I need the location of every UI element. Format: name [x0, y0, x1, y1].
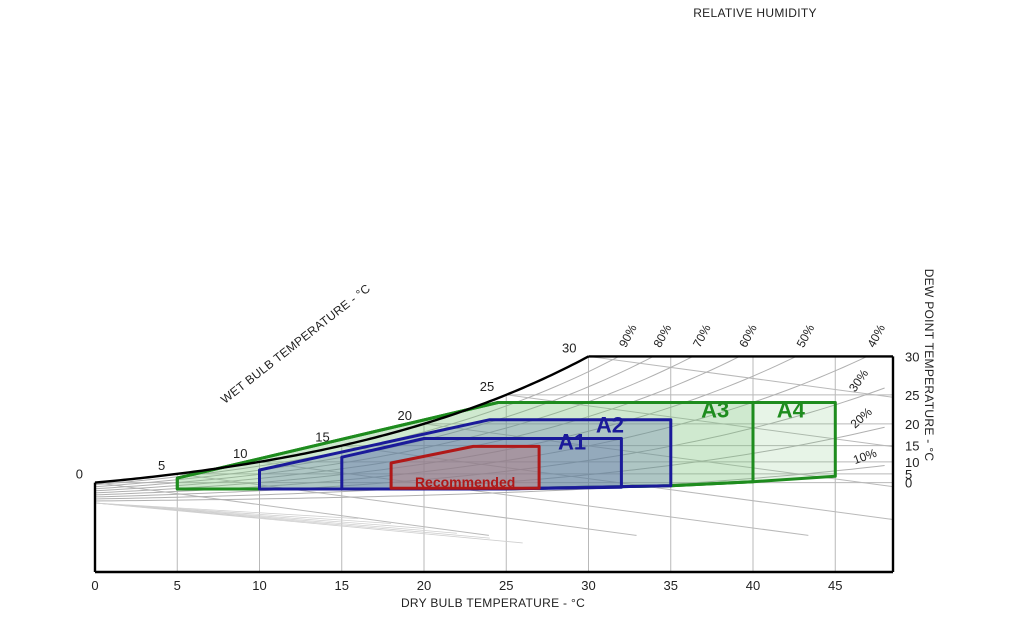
wet-bulb-gridline	[341, 445, 893, 536]
wet-bulb-tick-label: 0	[76, 467, 83, 482]
rh-label: 10%	[851, 446, 879, 467]
wet-bulb-tick-label: 30	[562, 340, 576, 355]
rh-label: 50%	[794, 322, 818, 350]
dew-point-tick-label: 20	[905, 417, 919, 432]
dew-point-tick-label: 25	[905, 388, 919, 403]
dew-point-tick-label: 15	[905, 439, 919, 454]
wet-bulb-gridline	[95, 482, 489, 536]
x-tick-label: 20	[417, 578, 431, 593]
fan-gridline	[95, 502, 523, 544]
x-tick-label: 35	[664, 578, 678, 593]
frame-layer	[93, 355, 895, 574]
x-tick-label: 10	[252, 578, 266, 593]
rh-label: 80%	[651, 322, 675, 350]
wet-bulb-tick-label: 20	[398, 408, 412, 423]
rh-label: 70%	[690, 322, 714, 350]
wet-bulb-gridline	[506, 394, 893, 536]
rh-curve	[95, 387, 885, 499]
zone-label-a3: A3	[701, 398, 729, 423]
rh-curve	[95, 426, 885, 500]
wet-bulb-tick-label: 25	[480, 379, 494, 394]
x-tick-label: 25	[499, 578, 513, 593]
rh-label: 60%	[736, 322, 760, 350]
saturation-curve	[94, 355, 590, 484]
x-tick-label: 30	[581, 578, 595, 593]
wet-bulb-tick-label: 10	[233, 446, 247, 461]
rh-label: 30%	[846, 366, 871, 394]
rh-label: 90%	[616, 322, 640, 350]
dew-point-tick-label: 5	[905, 467, 912, 482]
grid-layer	[95, 356, 893, 572]
wet-bulb-tick-label: 15	[315, 430, 329, 445]
dew-point-axis-title: DEW POINT TEMPERATURE - °C	[922, 269, 936, 462]
rh-curve	[95, 356, 885, 490]
x-tick-label: 40	[746, 578, 760, 593]
x-tick-label: 45	[828, 578, 842, 593]
wet-bulb-tick-label: 5	[158, 458, 165, 473]
relative-humidity-title: RELATIVE HUMIDITY	[693, 6, 817, 20]
dew-point-tick-label: 30	[905, 349, 919, 364]
label-layer: 0 5 10 15 20 25 30 35 40 450510152025303025201510…	[76, 322, 920, 593]
dew-point-tick-label: 0	[905, 476, 912, 491]
dew-point-tick-label: 10	[905, 455, 919, 470]
zone-recommended	[389, 444, 541, 490]
wet-bulb-gridline	[423, 423, 893, 536]
grid-lines	[95, 356, 893, 572]
fan-gridline	[95, 502, 359, 520]
rh-curve	[95, 465, 885, 502]
zone-label-a4: A4	[777, 398, 806, 423]
rh-label: 40%	[864, 322, 888, 350]
wet-bulb-axis-title: WET BULB TEMPERATURE - °C	[218, 281, 373, 406]
zone-label-a2: A2	[596, 412, 624, 437]
x-tick-label: 15	[335, 578, 349, 593]
rh-curve	[95, 356, 885, 495]
wet-bulb-gridline	[177, 473, 637, 536]
wet-bulb-gridline	[588, 356, 893, 536]
zone-layer	[175, 401, 837, 491]
x-tick-label: 0	[91, 578, 98, 593]
wet-bulb-gridline	[259, 461, 809, 536]
rh-label: 20%	[848, 404, 875, 431]
zone-label-recommended: Recommended	[415, 474, 515, 490]
rh-curve	[95, 356, 885, 492]
zone-label-a1: A1	[558, 429, 586, 454]
x-tick-label: 5	[174, 578, 181, 593]
x-axis-title: DRY BULB TEMPERATURE - °C	[401, 596, 585, 610]
